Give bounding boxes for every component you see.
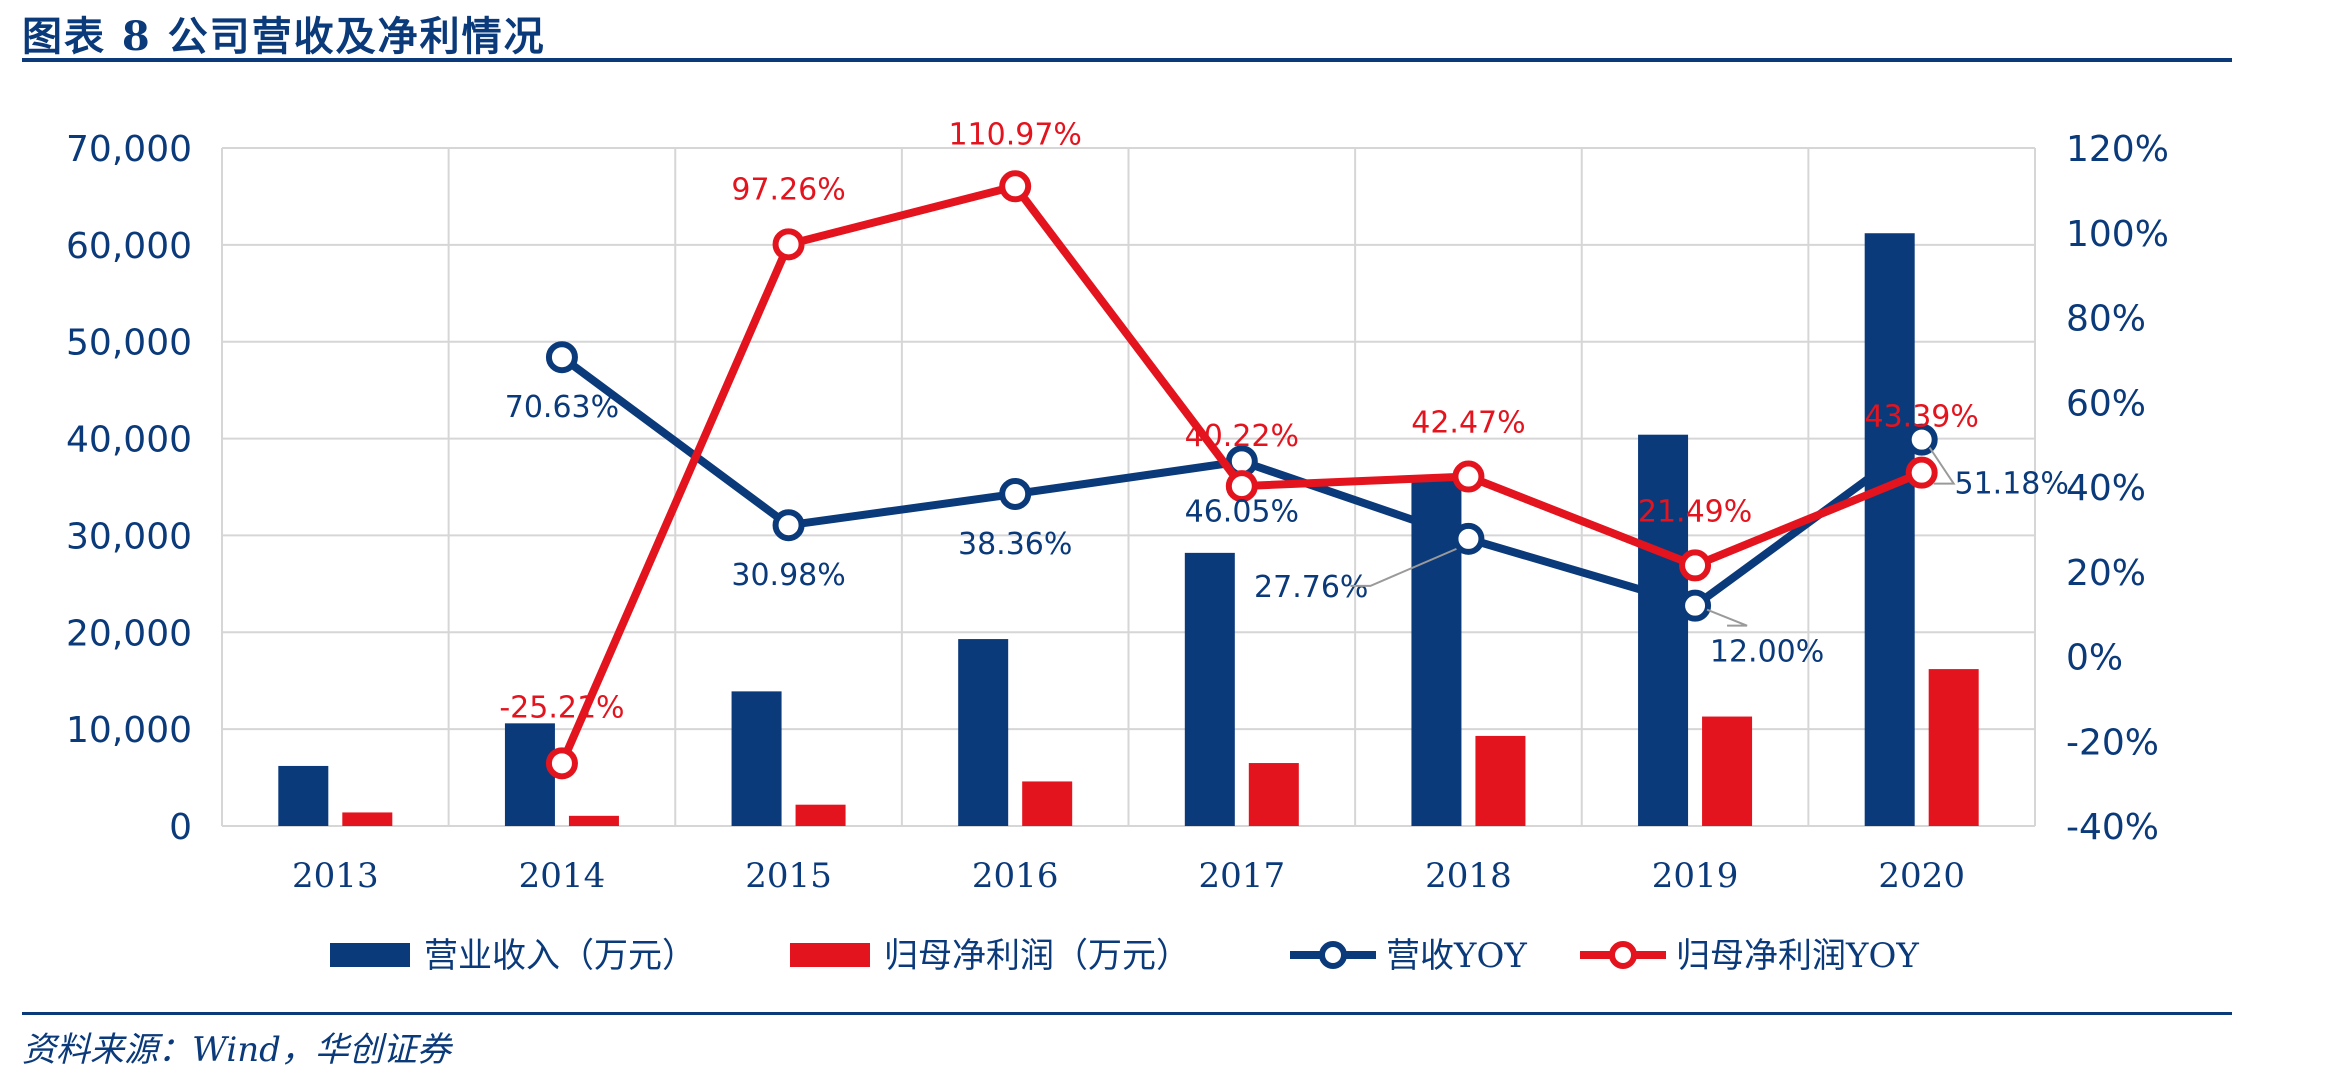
legend-net-profit-yoy-label: 归母净利润YOY	[1676, 936, 1919, 976]
y-right-tick-label: 40%	[2066, 468, 2146, 509]
legend-net-profit-yoy-swatch-marker	[1609, 941, 1637, 969]
y-right-tick-label: 120%	[2066, 129, 2169, 170]
y-left-tick-label: 60,000	[66, 226, 192, 267]
revenue-bar	[1638, 434, 1689, 826]
title-divider	[22, 58, 2232, 62]
revenue-yoy-data-label: 27.76%	[1254, 570, 1368, 605]
x-tick-label: 2017	[1199, 856, 1286, 896]
x-tick-label: 2014	[519, 856, 606, 896]
y-left-tick-label: 70,000	[66, 129, 192, 170]
net-profit-bar	[795, 804, 846, 826]
label-leader-line	[1928, 447, 1956, 485]
y-left-tick-label: 20,000	[66, 613, 192, 654]
net-profit-yoy-point	[1679, 549, 1712, 582]
y-right-tick-label: 60%	[2066, 383, 2146, 424]
net-profit-yoy-data-label: 110.97%	[948, 117, 1081, 152]
x-tick-label: 2020	[1878, 856, 1965, 896]
net-profit-yoy-data-label: 40.22%	[1185, 419, 1299, 454]
net-profit-bar	[1022, 781, 1073, 826]
y-right-tick-label: -20%	[2066, 722, 2159, 763]
x-tick-label: 2016	[972, 856, 1059, 896]
revenue-yoy-point	[999, 477, 1032, 510]
revenue-bar	[958, 639, 1009, 826]
net-profit-yoy-data-label: 21.49%	[1638, 494, 1752, 529]
chart-title: 图表 8 公司营收及净利情况	[22, 13, 546, 60]
legend-revenue-yoy-label: 营收YOY	[1386, 936, 1527, 976]
data-label-layer: 70.63% 30.98% 38.36% 46.05% 27.76% 12.00% 51.1…	[499, 117, 2069, 725]
bar-layer	[278, 233, 1979, 827]
net-profit-yoy-point	[1452, 460, 1485, 493]
y-left-tick-label: 40,000	[66, 420, 192, 461]
footer-divider	[22, 1012, 2232, 1015]
revenue-yoy-data-label: 51.18%	[1954, 467, 2068, 502]
y-right-tick-label: 20%	[2066, 553, 2146, 594]
y-left-tick-label: 0	[169, 807, 192, 848]
revenue-bar	[731, 691, 782, 826]
legend-revenue-yoy-swatch-marker	[1319, 941, 1347, 969]
legend-net-profit-label: 归母净利润（万元）	[884, 936, 1190, 976]
net-profit-bar	[342, 812, 393, 826]
revenue-yoy-point	[1905, 423, 1938, 456]
y-left-tick-label: 10,000	[66, 710, 192, 751]
grid-layer	[221, 147, 2036, 827]
y-left-tick-label: 30,000	[66, 516, 192, 557]
net-profit-bar	[1702, 716, 1753, 826]
revenue-yoy-data-label: 38.36%	[958, 527, 1072, 562]
legend-revenue-swatch	[330, 943, 410, 967]
net-profit-bar	[1475, 735, 1526, 826]
net-profit-yoy-point	[999, 170, 1032, 203]
revenue-bar	[278, 765, 329, 826]
revenue-bar	[1864, 233, 1915, 827]
line-layer	[545, 170, 1938, 780]
net-profit-yoy-point	[772, 228, 805, 261]
revenue-yoy-data-label: 46.05%	[1185, 494, 1299, 529]
y-right-tick-label: 100%	[2066, 214, 2169, 255]
x-tick-label: 2015	[745, 856, 832, 896]
net-profit-yoy-point	[545, 747, 578, 780]
revenue-yoy-point	[1679, 589, 1712, 622]
x-tick-label: 2013	[292, 856, 379, 896]
revenue-bar	[1184, 552, 1235, 826]
chart: 70.63% 30.98% 38.36% 46.05% 27.76% 12.00% 51.1…	[66, 117, 2169, 976]
revenue-yoy-point	[1452, 522, 1485, 555]
legend: 营业收入（万元） 归母净利润（万元） 营收YOY 归母净利润YOY	[330, 936, 1919, 976]
net-profit-yoy-data-label: -25.21%	[499, 690, 624, 725]
revenue-yoy-data-label: 12.00%	[1710, 635, 1824, 670]
revenue-yoy-data-label: 30.98%	[731, 558, 845, 593]
net-profit-bar	[1248, 763, 1299, 826]
revenue-yoy-point	[772, 509, 805, 542]
revenue-bar	[504, 723, 555, 826]
net-profit-yoy-point	[1905, 456, 1938, 489]
label-leader-line	[1706, 608, 1748, 627]
y-right-tick-label: -40%	[2066, 807, 2159, 848]
net-profit-yoy-data-label: 43.39%	[1864, 400, 1978, 435]
y-right-tick-label: 0%	[2066, 638, 2123, 679]
axis-layer: 0 10,000 20,000 30,000 40,000 50,000 60,000 70,…	[66, 129, 2169, 896]
revenue-yoy-data-label: 70.63%	[505, 390, 619, 425]
net-profit-yoy-point	[1225, 470, 1258, 503]
net-profit-yoy-data-label: 42.47%	[1411, 406, 1525, 441]
net-profit-yoy-data-label: 97.26%	[731, 172, 845, 207]
x-tick-label: 2018	[1425, 856, 1512, 896]
x-tick-label: 2019	[1652, 856, 1739, 896]
label-leader-line	[1350, 547, 1457, 587]
y-left-tick-label: 50,000	[66, 323, 192, 364]
legend-revenue-label: 营业收入（万元）	[424, 936, 696, 976]
legend-net-profit-swatch	[790, 943, 870, 967]
y-right-tick-label: 80%	[2066, 299, 2146, 340]
revenue-yoy-point	[545, 341, 578, 374]
source-note: 资料来源：Wind，华创证券	[22, 1030, 451, 1070]
net-profit-bar	[568, 815, 619, 826]
net-profit-bar	[1928, 669, 1979, 826]
